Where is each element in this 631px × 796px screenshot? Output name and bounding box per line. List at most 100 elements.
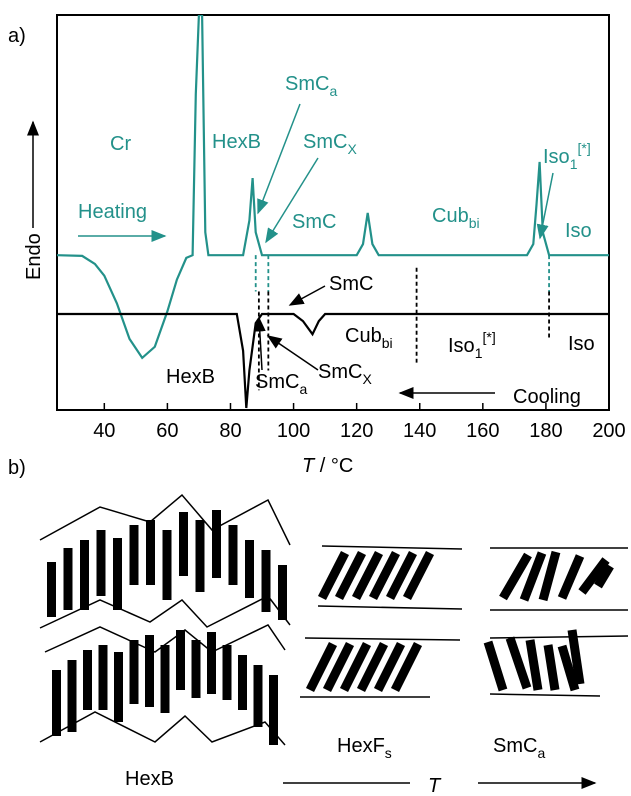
molecule [179,512,188,576]
molecule [114,652,123,722]
layer-line [322,546,462,549]
molecule [229,525,238,585]
annotation: Iso1[*] [448,329,496,361]
y-axis-label: Endo [23,233,45,280]
annotation-main: SmC [285,73,329,95]
x-axis-label: T / °C [302,455,353,477]
phase-label-main: SmC [493,735,537,757]
annotation-sub: 1 [570,156,578,172]
annotation: Cr [110,133,131,155]
annotation: HexB [166,366,215,388]
annotation-sub: X [347,141,357,157]
annotation: SmCX [303,131,357,157]
annotation-sub: bi [382,335,393,351]
x-tick-label: 100 [277,420,310,442]
molecule [530,640,538,690]
molecule [97,530,106,596]
molecule [262,550,271,612]
phase-label-main: HexB [125,768,174,790]
phase-label: SmCa [493,735,545,761]
annotation-main: HexB [212,131,261,153]
molecule [510,638,527,688]
annotation-main: HexB [166,366,215,388]
annotation-main: SmC [303,131,347,153]
annotation-main: Iso [568,333,595,355]
annotation-sup: [*] [577,140,590,156]
molecule [145,635,154,707]
molecule [254,665,263,727]
phase-label: HexFs [337,735,392,761]
page: a) b) Endo T / °C HeatingCoolingCrHexBSm… [0,0,631,796]
x-tick-label: 160 [466,420,499,442]
annotation-sub: 1 [475,345,483,361]
molecule [207,632,216,694]
molecule [192,640,201,698]
layer-boundary [40,596,290,628]
x-tick-label: 40 [93,420,115,442]
layer-boundary [40,712,285,745]
panel-label: a) [8,25,26,47]
molecule [161,645,170,713]
annotation: Iso [568,333,595,355]
phase-label-sub: s [385,745,392,761]
molecule [113,538,122,610]
annotation: HexB [212,131,261,153]
molecule [212,510,221,578]
annotation-sub: a [329,83,337,99]
molecule [196,520,205,592]
layer-line [490,694,600,696]
annotation: SmCa [285,73,337,99]
molecule [562,556,580,598]
annotation: Iso [565,220,592,242]
x-tick-label: 140 [403,420,436,442]
annotation-main: SmC [255,371,299,393]
annotation-sub: a [299,381,307,397]
molecule [64,548,73,610]
annotation: SmC [329,273,373,295]
phase-label-main: HexF [337,735,385,757]
molecule [130,525,139,585]
annotation-main: Iso [448,335,475,357]
molecule [68,660,77,732]
molecule [269,675,278,745]
annotation-arrow [268,336,318,370]
molecule [52,670,61,736]
annotation: SmCa [255,371,307,397]
annotation-main: SmC [329,273,373,295]
annotation-main: Cub [432,205,469,227]
annotation-main: SmC [318,361,362,383]
series-line [57,15,609,358]
molecule [130,640,139,704]
annotation-main: Cr [110,133,131,155]
layer-line [305,638,460,640]
annotation: SmC [292,211,336,233]
t-axis-label: T [428,775,442,796]
molecule [146,520,155,585]
molecule [278,565,287,620]
annotation-arrow [290,286,325,305]
figure: a) b) Endo T / °C HeatingCoolingCrHexBSm… [0,0,631,796]
molecule [99,645,108,710]
phase-label: HexB [125,768,174,790]
annotation: Iso1[*] [543,140,591,172]
annotation: Cubbi [345,325,393,351]
molecule [238,655,247,710]
molecule [488,642,503,690]
molecule [543,552,556,600]
panel-label: b) [8,457,26,479]
x-tick-label: 60 [156,420,178,442]
molecule [223,645,232,700]
annotation-sub: bi [469,215,480,231]
x-tick-label: 120 [340,420,373,442]
annotations: HeatingCoolingCrHexBSmCaSmCXSmCCubbiIso1… [78,73,595,408]
series-label: Heating [78,201,147,223]
annotation-main: SmC [292,211,336,233]
annotation-sub: X [362,371,372,387]
molecule [548,645,555,690]
molecule [47,562,56,617]
molecule [245,540,254,598]
layer-line [490,636,628,638]
annotation-main: Iso [565,220,592,242]
x-tick-label: 200 [592,420,625,442]
schematic: HexB HexFs SmCa T [40,495,628,796]
